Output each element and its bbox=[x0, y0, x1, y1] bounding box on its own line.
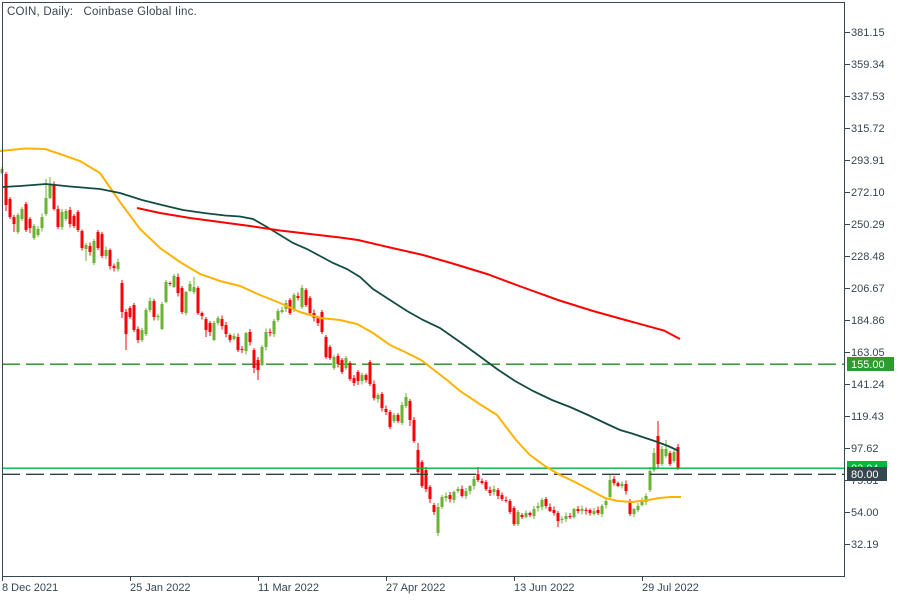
svg-text:80.00: 80.00 bbox=[851, 469, 879, 481]
svg-text:54.00: 54.00 bbox=[851, 507, 879, 519]
svg-text:25 Jan 2022: 25 Jan 2022 bbox=[130, 582, 191, 594]
svg-text:13 Jun 2022: 13 Jun 2022 bbox=[514, 582, 575, 594]
svg-text:315.72: 315.72 bbox=[851, 123, 885, 135]
svg-text:29 Jul 2022: 29 Jul 2022 bbox=[642, 582, 699, 594]
svg-text:206.67: 206.67 bbox=[851, 283, 885, 295]
svg-text:272.10: 272.10 bbox=[851, 187, 885, 199]
svg-text:163.05: 163.05 bbox=[851, 347, 885, 359]
svg-text:97.62: 97.62 bbox=[851, 443, 879, 455]
svg-text:381.15: 381.15 bbox=[851, 27, 885, 39]
svg-text:359.34: 359.34 bbox=[851, 59, 885, 71]
svg-text:119.43: 119.43 bbox=[851, 411, 884, 423]
svg-text:11 Mar 2022: 11 Mar 2022 bbox=[258, 582, 319, 594]
svg-text:228.48: 228.48 bbox=[851, 251, 885, 263]
svg-text:250.29: 250.29 bbox=[851, 219, 885, 231]
svg-text:COIN, Daily: Coinbase Global: COIN, Daily: Coinbase Global Iinc. bbox=[7, 6, 197, 18]
svg-text:155.00: 155.00 bbox=[851, 359, 885, 371]
svg-text:184.86: 184.86 bbox=[851, 315, 885, 327]
svg-text:8 Dec 2021: 8 Dec 2021 bbox=[2, 582, 58, 594]
svg-text:27 Apr 2022: 27 Apr 2022 bbox=[386, 582, 445, 594]
svg-text:32.19: 32.19 bbox=[851, 539, 879, 551]
svg-text:141.24: 141.24 bbox=[851, 379, 885, 391]
svg-text:337.53: 337.53 bbox=[851, 91, 885, 103]
svg-text:293.91: 293.91 bbox=[851, 155, 885, 167]
